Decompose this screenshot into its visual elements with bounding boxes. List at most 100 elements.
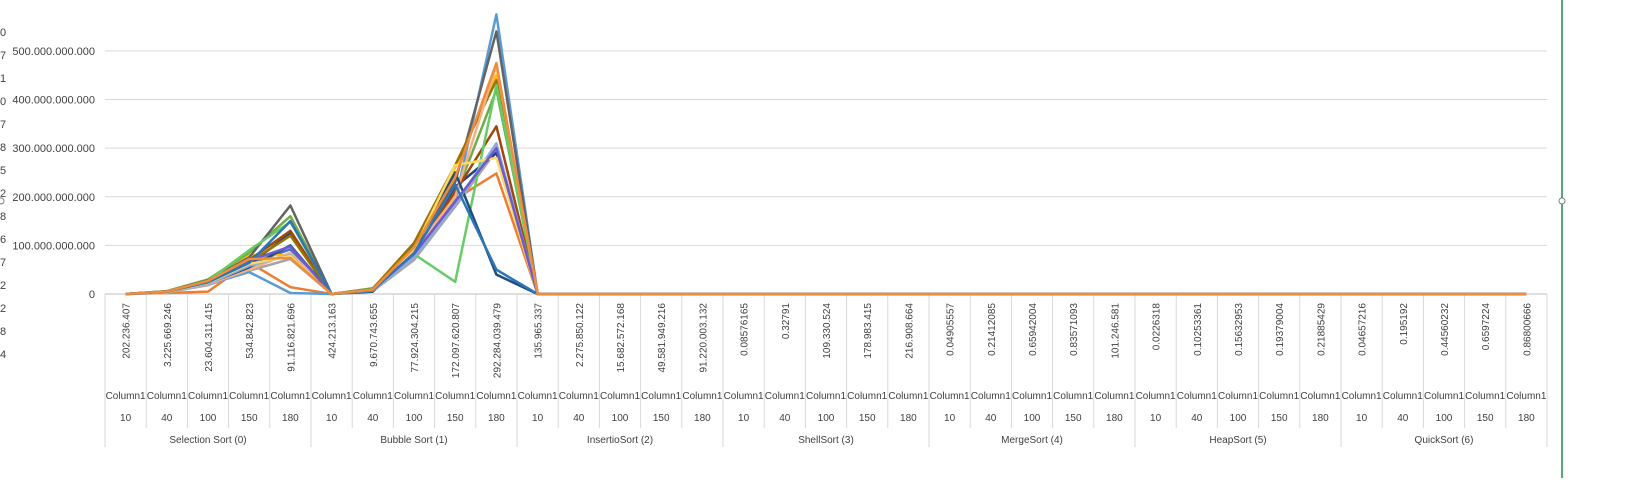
size-label: 180 [1518, 413, 1535, 424]
group-label: ShellSort (3) [798, 435, 854, 446]
size-label: 40 [1191, 413, 1203, 424]
y-axis-ticks: 0 100.000.000.000 200.000.000.000 300.000.0… [12, 46, 95, 301]
size-label: 40 [161, 413, 173, 424]
left-edge-glyph: 7 [0, 119, 6, 131]
resize-handle[interactable] [1558, 197, 1566, 205]
category-value-label: 9.670.743.655 [369, 303, 380, 367]
category-value-label: 0.0226318 [1152, 303, 1163, 351]
series-line [125, 125, 1527, 296]
category-value-label: 178.983.415 [863, 303, 874, 359]
series-label-column1: Column1 [229, 391, 269, 402]
category-value-label: 0.86800666 [1522, 303, 1533, 356]
size-label: 10 [738, 413, 750, 424]
left-edge-glyph: 8 [0, 326, 6, 338]
series-line [125, 146, 1527, 296]
left-edge-glyph: 5 [0, 165, 6, 177]
left-edge-glyph: 7 [0, 50, 6, 62]
selection-handles[interactable] [0, 0, 1566, 478]
size-label: 100 [1230, 413, 1247, 424]
size-label: 100 [1436, 413, 1453, 424]
series-label-column1: Column1 [188, 391, 228, 402]
category-value-label: 0.44560232 [1440, 303, 1451, 356]
series-line [125, 83, 1527, 296]
series-line [125, 30, 1527, 296]
size-label: 10 [532, 413, 544, 424]
series-line [125, 151, 1527, 296]
category-value-label: 534.842.823 [245, 303, 256, 359]
category-value-label: 292.284.039.479 [492, 303, 503, 379]
category-value-label: 0.19379004 [1275, 303, 1286, 356]
series-line [125, 149, 1527, 296]
size-label: 40 [367, 413, 379, 424]
series-label-column1: Column1 [1506, 391, 1546, 402]
series-label-column1: Column1 [435, 391, 475, 402]
size-label: 10 [326, 413, 338, 424]
series-line [125, 156, 1527, 296]
category-value-label: 91.116.821.696 [286, 303, 297, 372]
category-value-label: 0.6597224 [1481, 303, 1492, 351]
size-label: 100 [612, 413, 629, 424]
series-lines [125, 13, 1527, 296]
group-label: InsertioSort (2) [587, 435, 653, 446]
series-label-column1: Column1 [806, 391, 846, 402]
series-line [125, 13, 1527, 296]
category-value-label: 3.225.669.246 [163, 303, 174, 367]
series-line [125, 88, 1527, 296]
series-label-column1: Column1 [1136, 391, 1176, 402]
category-table: 202.236.407 3.225.669.246 23.604.311.415 53… [104, 294, 1548, 447]
series-label-column1: Column1 [1177, 391, 1217, 402]
series-label-column1: Column1 [312, 391, 352, 402]
series-label-column1: Column1 [600, 391, 640, 402]
size-label: 100 [818, 413, 835, 424]
category-value-label: 0.10253361 [1193, 303, 1204, 356]
category-value-label: 135.965.337 [534, 303, 545, 359]
size-label: 180 [694, 413, 711, 424]
left-edge-glyph: 8 [0, 211, 6, 223]
size-label: 180 [1312, 413, 1329, 424]
size-label: 100 [200, 413, 217, 424]
size-label: 10 [1356, 413, 1368, 424]
category-value-label: 109.330.524 [822, 303, 833, 359]
left-edge-glyph: 8 [0, 142, 6, 154]
series-label-column1: Column1 [353, 391, 393, 402]
series-line [125, 78, 1527, 296]
gridlines [105, 50, 1547, 295]
size-label: 180 [488, 413, 505, 424]
resize-handle[interactable] [0, 197, 5, 205]
size-label: 150 [1065, 413, 1082, 424]
y-tick-label: 100.000.000.000 [12, 240, 95, 252]
group-label: QuickSort (6) [1415, 435, 1474, 446]
series-label-column1: Column1 [1094, 391, 1134, 402]
series-label-column1: Column1 [1342, 391, 1382, 402]
series-label-column1: Column1 [724, 391, 764, 402]
category-value-label: 49.581.949.216 [657, 303, 668, 373]
series-label-column1: Column1 [888, 391, 928, 402]
y-tick-label: 0 [89, 289, 95, 301]
category-value-label: 23.604.311.415 [204, 303, 215, 372]
category-value-label: 15.682.572.168 [616, 303, 627, 373]
size-label: 100 [406, 413, 423, 424]
category-value-label: 0.15632953 [1234, 303, 1245, 356]
left-edge-glyph: 0 [0, 96, 6, 108]
category-value-label: 0.65942004 [1028, 303, 1039, 356]
size-label: 150 [447, 413, 464, 424]
series-label-column1: Column1 [641, 391, 681, 402]
left-edge-glyphs: 0 7 1 0 7 8 5 2 8 6 7 2 2 8 4 [0, 27, 6, 361]
category-value-label: 216.908.664 [904, 303, 915, 359]
series-label-column1: Column1 [1218, 391, 1258, 402]
series-label-column1: Column1 [1259, 391, 1299, 402]
left-edge-glyph: 6 [0, 234, 6, 246]
group-label: Bubble Sort (1) [380, 435, 447, 446]
series-label-column1: Column1 [682, 391, 722, 402]
left-edge-glyph: 7 [0, 257, 6, 269]
size-label: 180 [1106, 413, 1123, 424]
category-value-label: 0.04905557 [946, 303, 957, 356]
category-value-label: 0.08576165 [740, 303, 751, 356]
y-tick-label: 200.000.000.000 [12, 192, 95, 204]
group-label: Selection Sort (0) [169, 435, 246, 446]
category-value-label: 172.097.620.807 [451, 303, 462, 379]
series-label-column1: Column1 [559, 391, 599, 402]
category-value-label: 101.246.581 [1110, 303, 1121, 359]
size-label: 180 [282, 413, 299, 424]
left-edge-glyph: 4 [0, 349, 6, 361]
